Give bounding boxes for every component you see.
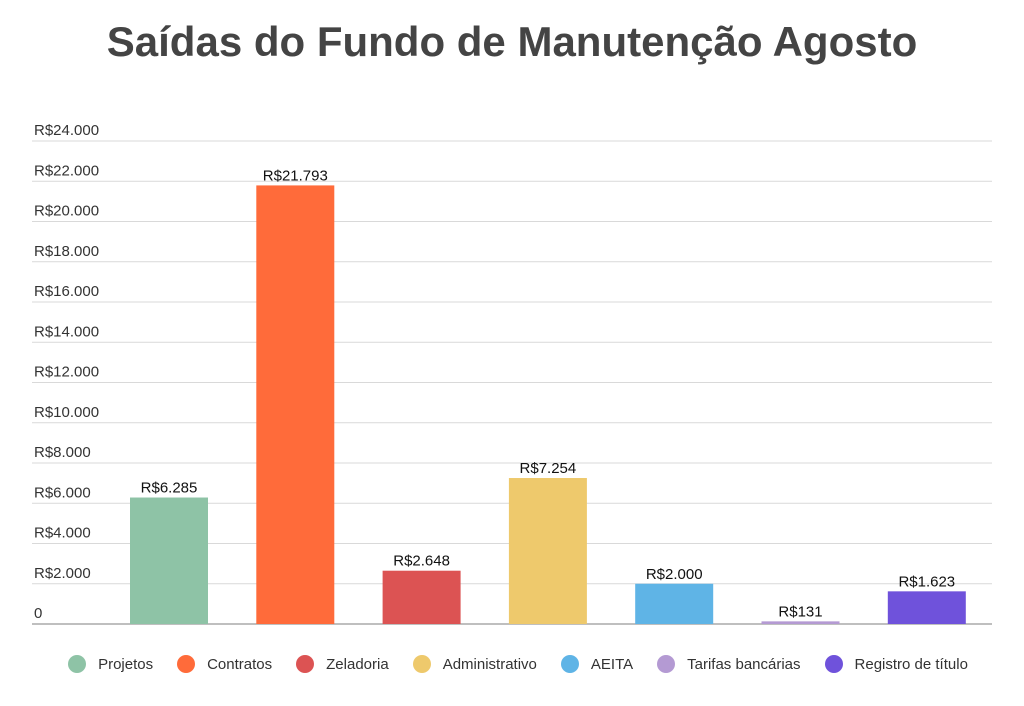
legend-swatch	[296, 655, 315, 673]
legend-label: Registro de título	[854, 655, 968, 673]
data-label: R$21.793	[263, 167, 328, 184]
bar	[635, 583, 714, 624]
legend-item: Tarifas bancárias	[657, 655, 801, 673]
y-tick-label: R$24.000	[34, 122, 99, 139]
y-tick-label: R$2.000	[34, 565, 91, 582]
legend-item: Registro de título	[824, 655, 968, 673]
legend-item: Administrativo	[412, 655, 537, 673]
y-tick-label: 0	[34, 605, 42, 622]
data-label: R$1.623	[898, 573, 955, 590]
legend-label: Administrativo	[442, 655, 537, 673]
bar	[256, 185, 335, 624]
data-label: R$2.648	[393, 553, 450, 570]
y-tick-label: R$22.000	[34, 162, 99, 179]
y-axis-ticks: 0 R$2.000 R$4.000 R$6.000 R$8.000 R$10.000 R$1…	[34, 122, 99, 622]
bars	[130, 185, 966, 624]
y-tick-label: R$20.000	[34, 203, 99, 220]
data-label: R$7.254	[520, 460, 577, 477]
legend-label: Projetos	[98, 655, 154, 673]
legend-item: Contratos	[177, 655, 272, 673]
bar	[382, 570, 461, 624]
y-tick-label: R$6.000	[34, 484, 91, 501]
legend-label: Contratos	[207, 655, 273, 673]
y-tick-label: R$18.000	[34, 243, 99, 260]
data-label: R$2.000	[646, 566, 703, 583]
legend-item: AEITA	[560, 655, 634, 673]
bar	[508, 478, 587, 624]
legend-swatch	[657, 655, 676, 673]
chart-title: Saídas do Fundo de Manutenção Agosto	[106, 18, 918, 65]
data-labels: R$6.285 R$21.793 R$2.648 R$7.254 R$2.000 R$13…	[141, 167, 956, 620]
legend-swatch	[412, 655, 431, 673]
legend-swatch	[68, 655, 87, 673]
legend-swatch	[177, 655, 196, 673]
y-tick-label: R$14.000	[34, 323, 99, 340]
bar	[130, 497, 208, 624]
y-tick-label: R$8.000	[34, 444, 91, 461]
legend-label: Zeladoria	[326, 655, 389, 673]
y-tick-label: R$16.000	[34, 283, 99, 300]
bar	[887, 591, 966, 624]
data-label: R$131	[778, 603, 822, 620]
y-tick-label: R$10.000	[34, 404, 99, 421]
legend-swatch	[824, 655, 843, 673]
y-tick-label: R$4.000	[34, 525, 91, 542]
legend-label: AEITA	[590, 655, 634, 673]
legend-item: Zeladoria	[296, 655, 389, 673]
y-tick-label: R$12.000	[34, 364, 99, 381]
legend-label: Tarifas bancárias	[687, 655, 801, 673]
legend-item: Projetos	[68, 655, 153, 673]
legend: Projetos Contratos Zeladoria Administrativo…	[0, 652, 1024, 676]
data-label: R$6.285	[141, 480, 198, 497]
bar	[761, 621, 840, 624]
legend-swatch	[560, 655, 579, 673]
